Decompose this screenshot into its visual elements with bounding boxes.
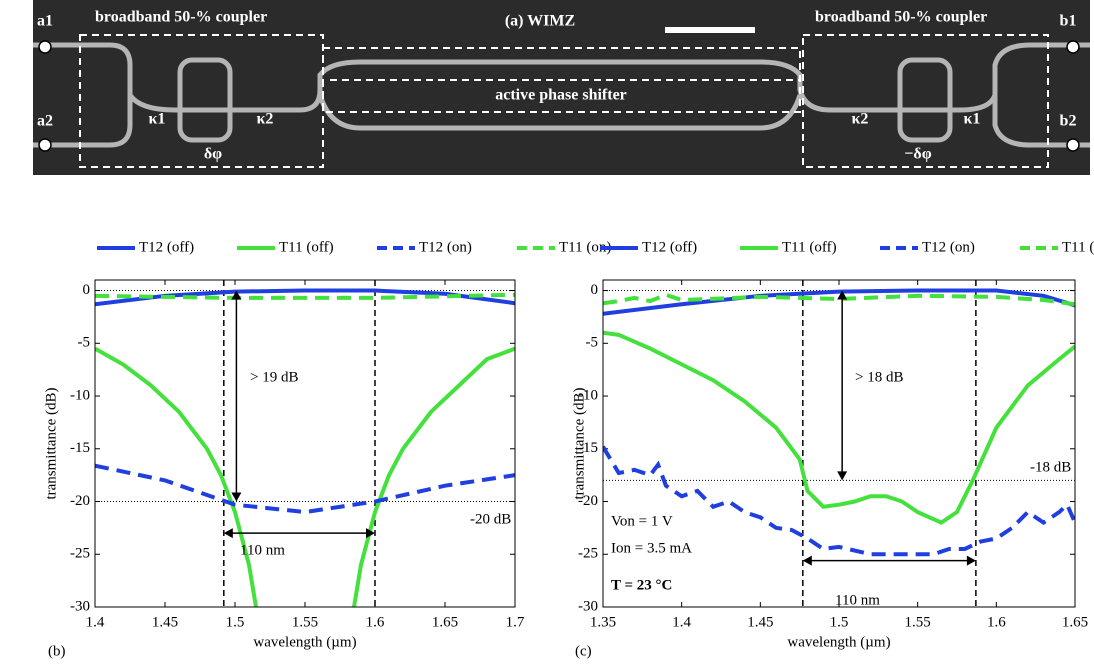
panel-label: (b) bbox=[48, 643, 66, 659]
x-tick-label: 1.7 bbox=[506, 614, 525, 630]
arrow-head bbox=[223, 528, 233, 539]
annotation: 110 nm bbox=[835, 592, 880, 608]
legend-label: T12 (on) bbox=[419, 239, 472, 255]
port-label: a1 bbox=[37, 13, 53, 30]
kappa: κ1 bbox=[964, 111, 981, 128]
arrow-head bbox=[231, 290, 242, 300]
y-axis-label: transmittance (dB) bbox=[43, 387, 59, 499]
y-tick-label: -10 bbox=[578, 387, 598, 403]
kappa: κ2 bbox=[257, 111, 274, 128]
x-tick-label: 1.65 bbox=[432, 614, 458, 630]
note: Von = 1 V bbox=[611, 513, 673, 529]
x-tick-label: 1.45 bbox=[152, 614, 178, 630]
panel-label: (c) bbox=[575, 643, 592, 659]
y-tick-label: 0 bbox=[83, 282, 91, 298]
annotation: > 18 dB bbox=[855, 369, 903, 385]
series-line bbox=[95, 346, 515, 607]
series-line bbox=[603, 292, 1075, 307]
arrow-head bbox=[802, 555, 812, 566]
x-tick-label: 1.35 bbox=[590, 614, 616, 630]
y-tick-label: -25 bbox=[70, 546, 90, 562]
legend-label: T12 (off) bbox=[139, 239, 194, 255]
kappa: κ2 bbox=[852, 111, 869, 128]
box-label: broadband 50-% coupler bbox=[815, 9, 987, 26]
y-axis-label: transmittance (dB) bbox=[571, 387, 587, 499]
micrograph bbox=[33, 0, 1090, 175]
x-tick-label: 1.65 bbox=[1062, 614, 1088, 630]
arrow-head bbox=[366, 528, 375, 539]
port-label: b1 bbox=[1060, 13, 1077, 30]
x-axis-label: wavelength (µm) bbox=[253, 634, 356, 650]
arrow-head bbox=[837, 471, 848, 481]
series-line bbox=[95, 292, 515, 300]
legend-label: T11 (on) bbox=[1062, 239, 1094, 255]
port-label: a2 bbox=[37, 113, 53, 130]
legend-label: T11 (off) bbox=[782, 239, 837, 255]
photo-title: (a) WIMZ bbox=[505, 13, 575, 30]
series-line bbox=[95, 463, 515, 515]
x-axis-label: wavelength (µm) bbox=[787, 634, 890, 650]
y-tick-label: -30 bbox=[70, 598, 90, 614]
plot-frame bbox=[602, 279, 1076, 608]
legend-label: T11 (off) bbox=[279, 239, 334, 255]
series-line bbox=[603, 330, 1075, 525]
y-tick-label: -5 bbox=[78, 335, 91, 351]
note: T = 23 °C bbox=[611, 577, 672, 593]
annotation: > 19 dB bbox=[250, 369, 298, 385]
photo: (a) WIMZ broadband 50-% coupler broadban… bbox=[33, 0, 1090, 175]
x-tick-label: 1.6 bbox=[987, 614, 1006, 630]
plot-area bbox=[95, 280, 515, 607]
legend-label: T12 (off) bbox=[642, 239, 697, 255]
box-label: broadband 50-% coupler bbox=[95, 9, 267, 26]
y-tick-label: -15 bbox=[70, 440, 90, 456]
arrow-head bbox=[837, 290, 848, 300]
annotation: -20 dB bbox=[470, 511, 511, 527]
port-circles bbox=[38, 40, 1080, 152]
x-tick-label: 1.5 bbox=[226, 614, 245, 630]
y-tick-label: -20 bbox=[70, 493, 90, 509]
x-tick-label: 1.5 bbox=[830, 614, 849, 630]
phase: −δφ bbox=[904, 146, 931, 163]
y-tick-label: 0 bbox=[591, 282, 599, 298]
scale-bar bbox=[665, 27, 755, 33]
series-line bbox=[603, 288, 1075, 316]
x-tick-label: 1.6 bbox=[366, 614, 385, 630]
y-tick-label: -30 bbox=[578, 598, 598, 614]
y-tick-label: -5 bbox=[586, 335, 599, 351]
series-line bbox=[603, 445, 1075, 557]
legend-label: T12 (on) bbox=[922, 239, 975, 255]
annotation: 110 nm bbox=[240, 542, 285, 558]
legend-label: T11 (on) bbox=[559, 239, 611, 255]
x-tick-label: 1.55 bbox=[292, 614, 318, 630]
plot-frame bbox=[94, 279, 516, 608]
note: Ion = 3.5 mA bbox=[611, 540, 692, 556]
annotation: -18 dB bbox=[1030, 459, 1071, 475]
box-label: active phase shifter bbox=[495, 87, 627, 104]
arrow-head bbox=[231, 492, 242, 502]
kappa: κ1 bbox=[149, 111, 166, 128]
phase: δφ bbox=[204, 146, 222, 163]
plot-area bbox=[603, 280, 1075, 607]
x-tick-label: 1.55 bbox=[905, 614, 931, 630]
y-tick-label: -15 bbox=[578, 440, 598, 456]
boxes bbox=[79, 34, 1049, 168]
x-tick-label: 1.45 bbox=[747, 614, 773, 630]
y-tick-label: -20 bbox=[578, 493, 598, 509]
arrow-head bbox=[966, 555, 976, 566]
x-tick-label: 1.4 bbox=[672, 614, 691, 630]
x-tick-label: 1.4 bbox=[86, 614, 105, 630]
port-label: b2 bbox=[1060, 113, 1077, 130]
y-tick-label: -10 bbox=[70, 387, 90, 403]
y-tick-label: -25 bbox=[578, 546, 598, 562]
